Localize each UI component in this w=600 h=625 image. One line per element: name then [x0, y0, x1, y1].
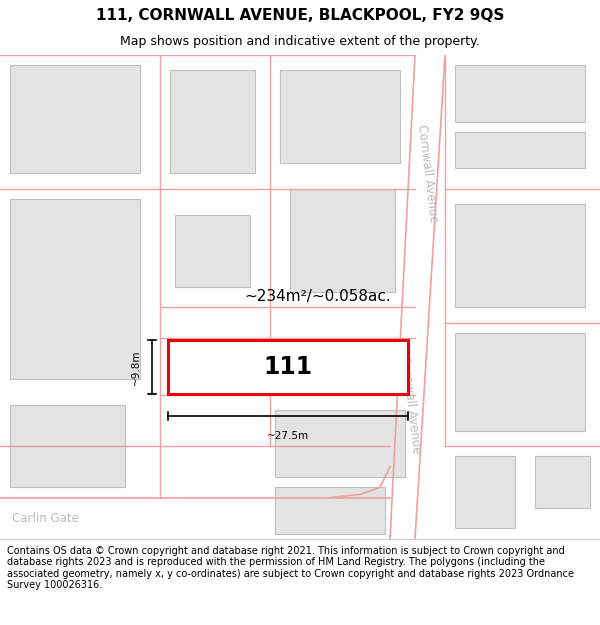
Bar	[10, 199, 140, 379]
Text: Carlin Gate: Carlin Gate	[12, 512, 79, 524]
Text: ~27.5m: ~27.5m	[267, 431, 309, 441]
Text: ~234m²/~0.058ac.: ~234m²/~0.058ac.	[245, 289, 391, 304]
Text: 111, CORNWALL AVENUE, BLACKPOOL, FY2 9QS: 111, CORNWALL AVENUE, BLACKPOOL, FY2 9QS	[96, 8, 504, 23]
Bar	[455, 132, 585, 168]
Bar	[290, 189, 395, 292]
Bar	[455, 333, 585, 431]
Bar	[168, 340, 408, 394]
Bar	[170, 71, 255, 173]
Bar	[0, 498, 390, 539]
Bar	[10, 405, 125, 488]
Bar	[10, 65, 140, 173]
Polygon shape	[390, 55, 445, 539]
Bar	[455, 456, 515, 529]
Text: Contains OS data © Crown copyright and database right 2021. This information is : Contains OS data © Crown copyright and d…	[7, 546, 574, 591]
Bar	[535, 456, 590, 508]
Text: Cornwall Avenue: Cornwall Avenue	[398, 355, 422, 455]
Text: Cornwall Avenue: Cornwall Avenue	[415, 124, 439, 223]
Bar	[455, 65, 585, 122]
Text: ~9.8m: ~9.8m	[131, 349, 141, 384]
Polygon shape	[415, 55, 600, 539]
Bar	[175, 214, 250, 287]
Bar	[275, 488, 385, 534]
Bar	[275, 410, 405, 477]
Text: 111: 111	[263, 355, 313, 379]
Bar	[280, 71, 400, 163]
Bar	[455, 204, 585, 307]
Text: Map shows position and indicative extent of the property.: Map shows position and indicative extent…	[120, 35, 480, 48]
